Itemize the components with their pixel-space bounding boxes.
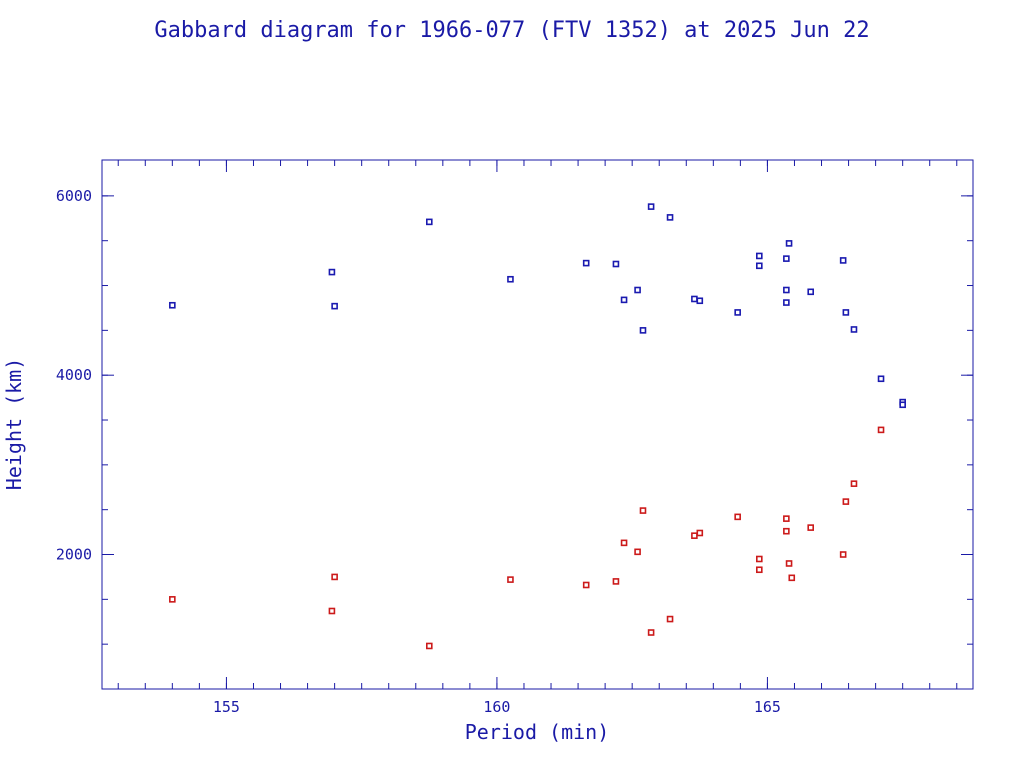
- perigee-point: [612, 578, 620, 585]
- apogee-point: [647, 203, 655, 210]
- perigee-point: [169, 596, 176, 603]
- apogee-point: [756, 252, 763, 260]
- apogee-point: [634, 286, 641, 294]
- perigee-point: [734, 513, 741, 521]
- y-tick-label: 4000: [56, 366, 92, 384]
- perigee-point: [807, 524, 815, 531]
- y-tick-label: 6000: [56, 187, 92, 205]
- x-tick-label: 165: [754, 698, 781, 716]
- x-tick-label: 155: [213, 698, 240, 716]
- apogee-point: [620, 296, 628, 304]
- perigee-point: [666, 615, 674, 623]
- perigee-point: [785, 560, 793, 567]
- apogee-point: [807, 288, 815, 296]
- perigee-point: [426, 642, 433, 650]
- apogee-point: [169, 301, 176, 309]
- apogee-point: [691, 295, 698, 303]
- apogee-point: [612, 260, 620, 268]
- apogee-point: [507, 275, 514, 283]
- perigee-point: [634, 548, 641, 556]
- perigee-point: [582, 581, 590, 589]
- apogee-point: [696, 297, 704, 305]
- apogee-point: [666, 214, 674, 221]
- perigee-point: [696, 529, 704, 537]
- x-axis-label: Period (min): [465, 720, 610, 744]
- apogee-point: [899, 401, 906, 409]
- apogee-point: [783, 255, 790, 262]
- perigee-point: [691, 532, 698, 539]
- perigee-point: [756, 555, 763, 563]
- perigee-point: [620, 539, 628, 547]
- apogee-point: [839, 257, 847, 264]
- apogee-point: [639, 327, 647, 334]
- perigee-point: [783, 515, 790, 522]
- perigee-point: [839, 551, 847, 558]
- apogee-point: [426, 218, 433, 226]
- perigee-point: [877, 426, 885, 434]
- apogee-point: [842, 309, 850, 316]
- perigee-point: [756, 566, 763, 574]
- axis-tick-labels: 155 160 165 2000 4000 6000: [56, 187, 781, 716]
- perigee-point: [331, 573, 338, 581]
- apogee-point: [785, 240, 793, 247]
- apogee-point: [734, 309, 741, 316]
- apogee-point: [783, 286, 790, 294]
- perigee-point: [850, 480, 858, 487]
- perigee-point: [647, 629, 655, 636]
- axis-ticks: [102, 160, 973, 690]
- y-tick-label: 2000: [56, 546, 92, 564]
- perigee-point: [783, 527, 790, 535]
- apogee-point: [850, 326, 858, 333]
- perigee-point: [788, 574, 796, 582]
- perigee-point: [639, 507, 647, 514]
- apogee-point: [783, 299, 790, 306]
- perigee-point: [842, 498, 850, 505]
- x-tick-label: 160: [483, 698, 510, 716]
- apogee-point: [582, 259, 590, 267]
- data-points: [169, 203, 906, 650]
- apogee-point: [328, 268, 336, 276]
- apogee-point: [331, 302, 338, 310]
- apogee-point: [756, 262, 763, 270]
- plot-frame: [101, 159, 974, 690]
- apogee-point: [877, 375, 885, 383]
- y-axis-label: Height (km): [2, 358, 26, 490]
- perigee-point: [507, 576, 514, 583]
- chart-title: Gabbard diagram for 1966-077 (FTV 1352) …: [154, 18, 869, 43]
- perigee-point: [328, 607, 336, 615]
